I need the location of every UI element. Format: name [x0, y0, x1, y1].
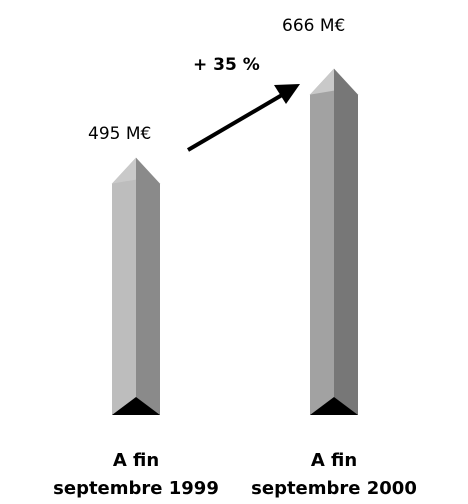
bar-2000-tip-highlight	[310, 68, 334, 95]
growth-annotation: + 35 %	[193, 55, 260, 75]
bar-2000-left-face	[310, 68, 334, 416]
growth-arrow-shaft	[186, 93, 284, 152]
category-label-2000-line1: A fin	[311, 450, 357, 471]
bar-2000-right-face	[334, 68, 358, 416]
category-label-1999-line1: A fin	[113, 450, 159, 471]
bar-1999-tip-highlight	[112, 157, 136, 184]
value-label-2000: 666 M€	[282, 16, 345, 36]
category-label-2000-line2: septembre 2000	[251, 478, 417, 499]
bar-1999-base-triangle	[112, 397, 160, 415]
bars	[112, 68, 358, 416]
growth-arrow-head	[274, 84, 300, 104]
category-label-1999-line2: septembre 1999	[53, 478, 219, 499]
bar-1999-right-face	[136, 157, 160, 415]
growth-arrow	[186, 84, 300, 152]
bar-2000-base-triangle	[310, 397, 358, 415]
bar-1999-left-face	[112, 157, 136, 415]
value-label-1999: 495 M€	[88, 124, 151, 144]
